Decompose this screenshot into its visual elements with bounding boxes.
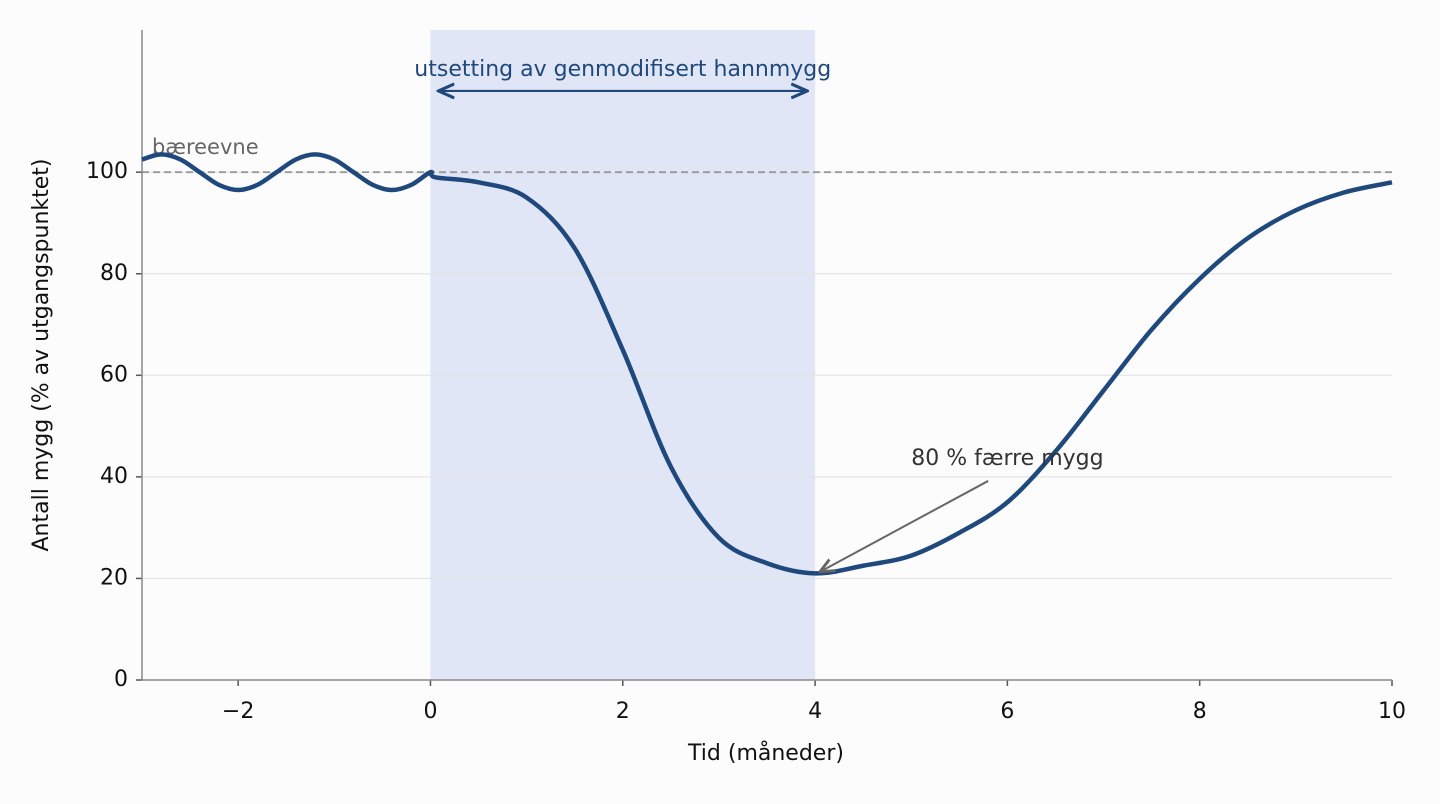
x-tick-label: 4 [808, 699, 822, 724]
population-line [141, 152, 1393, 576]
span-label: utsetting av genmodifisert hannmygg [414, 57, 831, 82]
x-tick-label: 6 [1000, 699, 1014, 724]
y-tick-label: 0 [114, 667, 128, 692]
y-tick-label: 60 [100, 362, 128, 387]
x-tick-label: −2 [222, 699, 254, 724]
x-tick-label: 0 [423, 699, 437, 724]
y-tick-label: 20 [100, 565, 128, 590]
x-tick-label: 2 [616, 699, 630, 724]
y-axis-label: Antall mygg (% av utgangspunktet) [29, 158, 54, 551]
annotation-arrow [820, 480, 989, 572]
y-tick-label: 80 [100, 261, 128, 286]
y-tick-label: 100 [86, 159, 128, 184]
y-tick-label: 40 [100, 464, 128, 489]
x-axis-label: Tid (måneder) [687, 740, 844, 766]
x-tick-label: 8 [1193, 699, 1207, 724]
annotation-label: 80 % færre mygg [911, 446, 1103, 471]
x-tick-label: 10 [1378, 699, 1406, 724]
